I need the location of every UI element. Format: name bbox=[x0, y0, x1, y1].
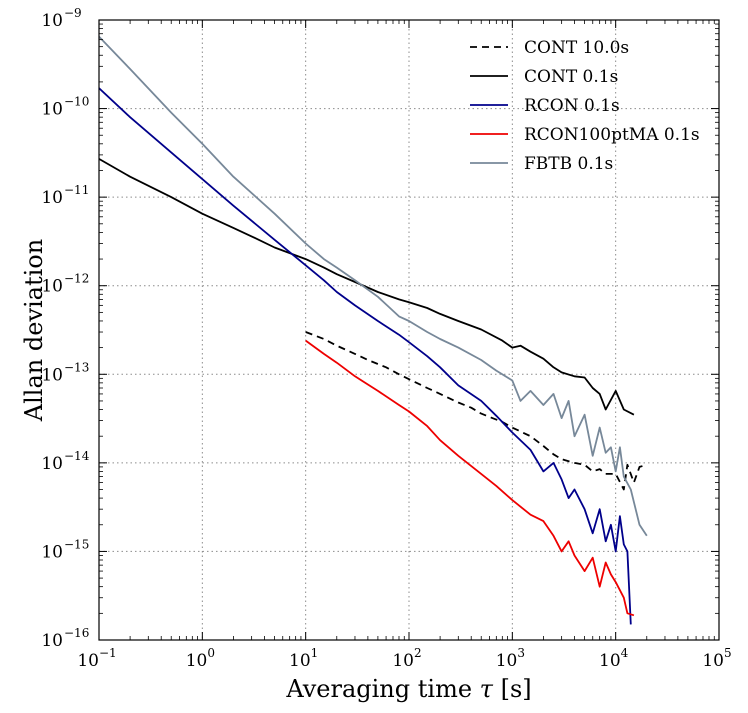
x-tick-label: 103 bbox=[496, 646, 525, 671]
legend-label: FBTB 0.1s bbox=[524, 154, 613, 174]
y-tick-exponent: −14 bbox=[64, 449, 90, 463]
x-tick-labels: 10−1 100 101 102 103 104 105 bbox=[77, 646, 731, 671]
series-line-cont-10-0s bbox=[305, 331, 648, 491]
tick-marks bbox=[98, 19, 720, 641]
y-tick-exponent: −13 bbox=[64, 360, 89, 374]
y-axis-title: Allan deviation bbox=[20, 239, 48, 422]
x-tick-label: 100 bbox=[186, 646, 215, 671]
x-axis-title-unit: [s] bbox=[493, 675, 532, 703]
y-tick-exponent: −15 bbox=[64, 537, 89, 551]
legend-label: CONT 10.0s bbox=[524, 38, 629, 58]
series-lines bbox=[99, 35, 648, 625]
x-tick-label: 105 bbox=[702, 646, 731, 671]
y-tick-label: 10 bbox=[41, 11, 63, 31]
x-axis-title-symbol: τ bbox=[480, 675, 494, 703]
y-tick-label: 10 bbox=[41, 100, 63, 120]
legend: CONT 10.0s CONT 0.1s RCON 0.1s RCON100ptMA … bbox=[470, 38, 700, 174]
y-tick-label: 10 bbox=[41, 542, 63, 562]
x-axis-title: Averaging time τ [s] bbox=[285, 675, 531, 703]
legend-label: RCON 0.1s bbox=[524, 96, 620, 116]
y-tick-label: 10 bbox=[41, 631, 63, 651]
y-tick-label: 10 bbox=[41, 454, 63, 474]
y-tick-exponent: −11 bbox=[64, 183, 89, 197]
x-tick-label: 10−1 bbox=[77, 646, 116, 671]
series-line-cont-0-1s bbox=[99, 158, 635, 416]
y-tick-label: 10 bbox=[41, 365, 63, 385]
y-tick-exponent: −12 bbox=[64, 272, 89, 286]
y-tick-exponent: −16 bbox=[64, 626, 89, 640]
series-line-fbtb-0-1s bbox=[99, 35, 648, 537]
series-line-rcon100ptma-0-1s bbox=[305, 339, 635, 617]
y-tick-label: 10 bbox=[41, 277, 63, 297]
y-tick-exponent: −10 bbox=[64, 95, 89, 109]
x-tick-label: 101 bbox=[289, 646, 318, 671]
legend-label: CONT 0.1s bbox=[524, 67, 618, 87]
x-axis-title-text: Averaging time bbox=[285, 675, 479, 703]
x-tick-label: 104 bbox=[599, 646, 629, 671]
y-tick-exponent: −9 bbox=[64, 6, 82, 20]
legend-label: RCON100ptMA 0.1s bbox=[524, 125, 700, 145]
y-tick-label: 10 bbox=[41, 188, 63, 208]
x-tick-label: 102 bbox=[392, 646, 421, 671]
series-line-rcon-0-1s bbox=[99, 87, 632, 625]
